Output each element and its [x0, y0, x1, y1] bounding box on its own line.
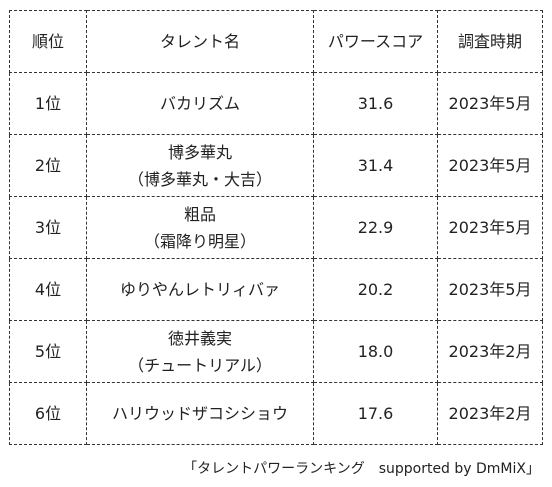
score-cell: 31.4 [313, 134, 438, 197]
table-row: 2位 博多華丸 （博多華丸・大吉） 31.4 2023年5月 [9, 134, 543, 197]
name-cell: バカリズム [86, 72, 314, 135]
talent-name: 博多華丸 [167, 142, 232, 162]
name-cell: 博多華丸 （博多華丸・大吉） [86, 134, 314, 197]
talent-name: 粗品 [183, 204, 216, 224]
rank-cell: 2位 [9, 134, 87, 197]
rank-cell: 5位 [9, 320, 87, 383]
talent-group: （博多華丸・大吉） [127, 169, 272, 189]
name-cell: 徳井義実 （チュートリアル） [86, 320, 314, 383]
score-cell: 22.9 [313, 196, 438, 259]
score-cell: 17.6 [313, 382, 438, 445]
period-cell: 2023年5月 [437, 134, 543, 197]
table-row: 1位 バカリズム 31.6 2023年5月 [9, 72, 543, 135]
table-row: 3位 粗品 （霜降り明星） 22.9 2023年5月 [9, 196, 543, 259]
rank-cell: 4位 [9, 258, 87, 321]
period-cell: 2023年5月 [437, 72, 543, 135]
name-cell: ゆりやんレトリィバァ [86, 258, 314, 321]
header-rank: 順位 [9, 10, 87, 73]
rank-cell: 6位 [9, 382, 87, 445]
table-row: 6位 ハリウッドザコシショウ 17.6 2023年2月 [9, 382, 543, 445]
talent-name: バカリズム [159, 94, 240, 113]
score-cell: 18.0 [313, 320, 438, 383]
header-score: パワースコア [313, 10, 438, 73]
name-cell: ハリウッドザコシショウ [86, 382, 314, 445]
name-cell: 粗品 （霜降り明星） [86, 196, 314, 259]
table-header-row: 順位 タレント名 パワースコア 調査時期 [9, 10, 543, 73]
score-cell: 20.2 [313, 258, 438, 321]
source-caption: 「タレントパワーランキング supported by DmMiX」 [183, 461, 540, 477]
talent-name: ゆりやんレトリィバァ [119, 280, 280, 299]
period-cell: 2023年5月 [437, 258, 543, 321]
rank-cell: 1位 [9, 72, 87, 135]
period-cell: 2023年5月 [437, 196, 543, 259]
table-row: 4位 ゆりやんレトリィバァ 20.2 2023年5月 [9, 258, 543, 321]
score-cell: 31.6 [313, 72, 438, 135]
table-row: 5位 徳井義実 （チュートリアル） 18.0 2023年2月 [9, 320, 543, 383]
talent-group: （チュートリアル） [128, 355, 272, 375]
period-cell: 2023年2月 [437, 320, 543, 383]
rank-cell: 3位 [9, 196, 87, 259]
header-period: 調査時期 [437, 10, 543, 73]
period-cell: 2023年2月 [437, 382, 543, 445]
talent-group: （霜降り明星） [143, 231, 256, 251]
header-name: タレント名 [86, 10, 314, 73]
talent-name: 徳井義実 [167, 328, 232, 348]
talent-name: ハリウッドザコシショウ [111, 404, 288, 423]
ranking-table: 順位 タレント名 パワースコア 調査時期 1位 バカリズム 31.6 2023年… [9, 10, 543, 445]
